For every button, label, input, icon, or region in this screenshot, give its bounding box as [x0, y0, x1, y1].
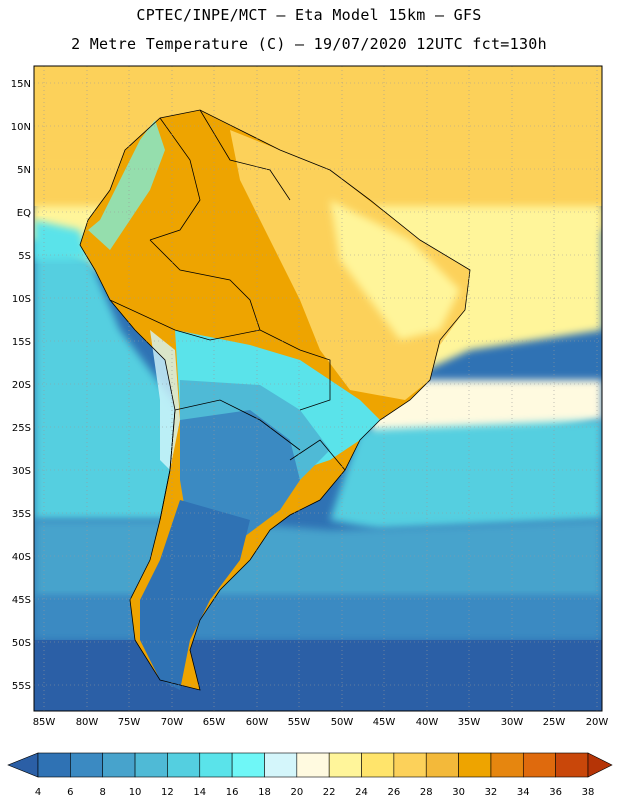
colorbar-min-arrow — [7, 752, 39, 778]
colorbar-label: 32 — [485, 787, 498, 798]
colorbar-swatch — [167, 752, 201, 778]
colorbar-swatch — [264, 752, 298, 778]
lat-label: 5N — [17, 165, 31, 176]
colorbar-swatch — [425, 752, 459, 778]
lat-label: 10N — [11, 122, 31, 133]
lat-label: 55S — [12, 681, 31, 692]
longitude-axis: 85W 80W 75W 70W 65W 60W 55W 50W 45W 40W … — [33, 717, 609, 728]
lon-label: 55W — [288, 717, 311, 728]
lon-label: 75W — [118, 717, 141, 728]
lon-label: 80W — [76, 717, 99, 728]
colorbar-label: 20 — [290, 787, 303, 798]
lat-label: 20S — [12, 380, 31, 391]
lon-label: 85W — [33, 717, 56, 728]
map-frame — [33, 65, 603, 712]
colorbar-label: 34 — [517, 787, 530, 798]
colorbar-label: 26 — [388, 787, 401, 798]
colorbar-label: 8 — [100, 787, 106, 798]
lon-label: 60W — [246, 717, 269, 728]
grid-lines — [34, 66, 602, 711]
colorbar-swatch — [328, 752, 362, 778]
colorbar-swatch — [458, 752, 492, 778]
colorbar-max-arrow — [587, 752, 613, 778]
colorbar-swatch — [522, 752, 556, 778]
colorbar-label: 16 — [226, 787, 239, 798]
colorbar-swatch — [361, 752, 395, 778]
latitude-axis: 15N 10N 5N EQ 5S 10S 15S 20S 25S 30S 35S… — [11, 79, 31, 692]
lon-label: 35W — [458, 717, 481, 728]
lat-label: 25S — [12, 423, 31, 434]
colorbar-label: 38 — [582, 787, 595, 798]
lon-label: 40W — [416, 717, 439, 728]
colorbar-label: 24 — [355, 787, 368, 798]
map-title: CPTEC/INPE/MCT – Eta Model 15km – GFS — [136, 6, 482, 24]
lon-label: 50W — [331, 717, 354, 728]
colorbar-swatch — [37, 752, 71, 778]
lon-label: 25W — [543, 717, 566, 728]
colorbar-label: 10 — [129, 787, 142, 798]
lon-label: 45W — [373, 717, 396, 728]
colorbar-swatch — [102, 752, 136, 778]
colorbar-label: 18 — [258, 787, 271, 798]
temperature-colorbar: 4 6 8 10 12 14 16 18 20 22 24 26 28 30 32 34 36 38 — [7, 752, 613, 798]
lon-label: 65W — [203, 717, 226, 728]
lat-label: 45S — [12, 595, 31, 606]
lat-label: 40S — [12, 552, 31, 563]
temperature-field — [34, 66, 602, 711]
country-borders — [79, 109, 471, 691]
lon-label: 70W — [161, 717, 184, 728]
colorbar-swatch — [231, 752, 265, 778]
map-subtitle: 2 Metre Temperature (C) – 19/07/2020 12U… — [71, 35, 547, 53]
lat-label: 15S — [12, 337, 31, 348]
colorbar-label: 12 — [161, 787, 174, 798]
lat-label: 30S — [12, 466, 31, 477]
lat-label: 35S — [12, 509, 31, 520]
colorbar-label: 4 — [35, 787, 41, 798]
lat-label: 50S — [12, 638, 31, 649]
lat-label: 5S — [18, 251, 31, 262]
colorbar-label: 6 — [67, 787, 73, 798]
colorbar-swatch — [134, 752, 168, 778]
colorbar-swatch — [296, 752, 330, 778]
colorbar-label: 14 — [193, 787, 206, 798]
colorbar-label: 22 — [323, 787, 336, 798]
colorbar-label: 28 — [420, 787, 433, 798]
lat-label: 10S — [12, 294, 31, 305]
colorbar-swatch — [490, 752, 524, 778]
colorbar-label: 36 — [549, 787, 562, 798]
colorbar-label: 30 — [452, 787, 465, 798]
lon-label: 20W — [586, 717, 609, 728]
colorbar-swatch — [199, 752, 233, 778]
lat-label: 15N — [11, 79, 31, 90]
lon-label: 30W — [501, 717, 524, 728]
colorbar-swatch — [393, 752, 427, 778]
lat-label: EQ — [17, 208, 31, 219]
colorbar-swatch — [555, 752, 589, 778]
colorbar-swatch — [70, 752, 104, 778]
